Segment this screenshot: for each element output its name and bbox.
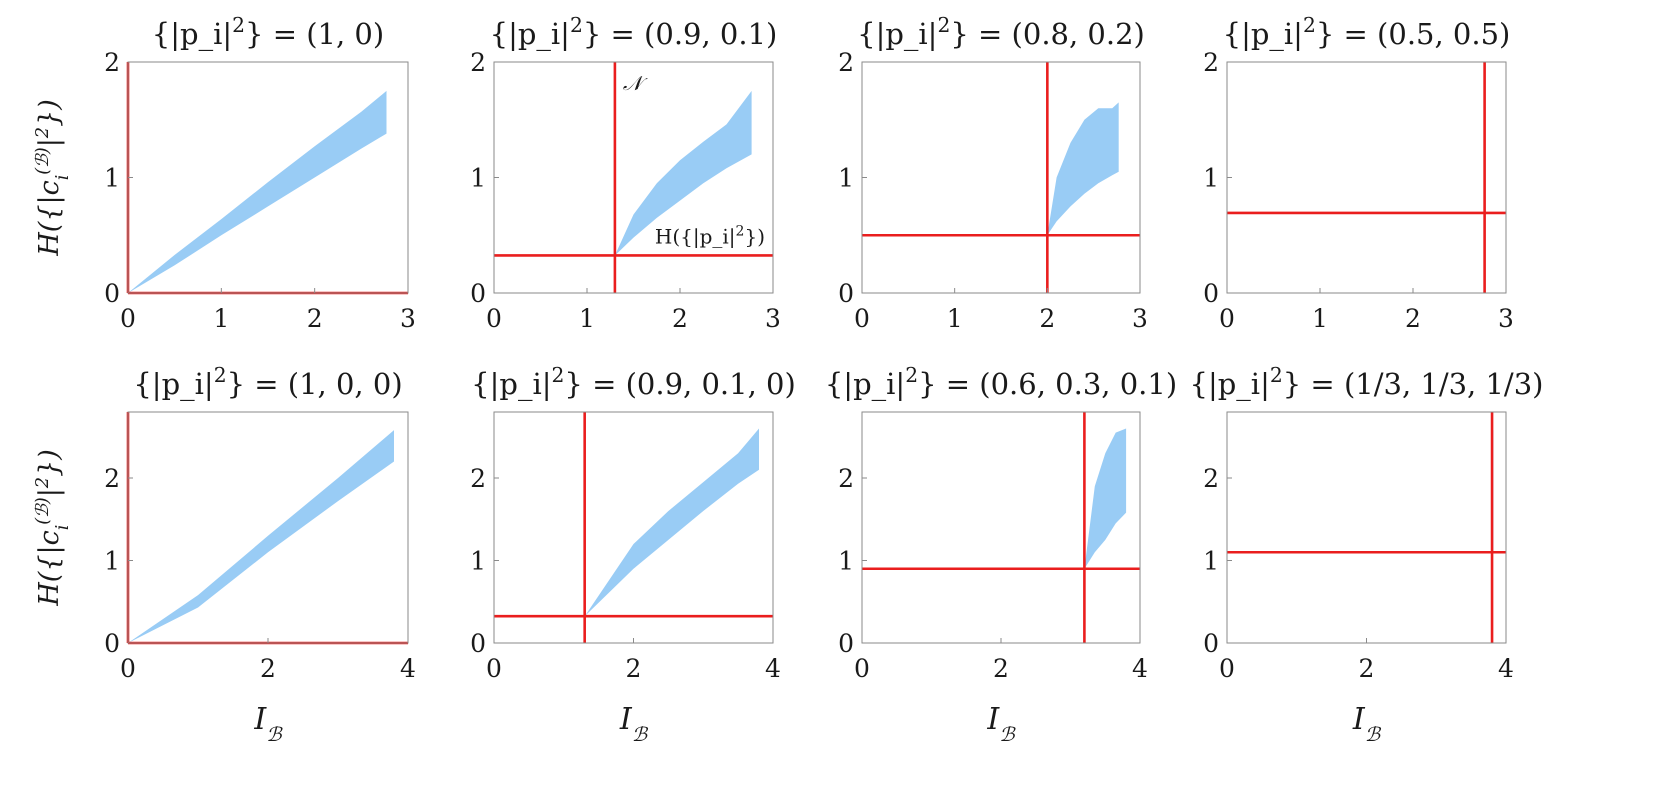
x-tick-label: 0 bbox=[486, 304, 502, 333]
y-tick-label: 1 bbox=[104, 164, 120, 193]
y-tick-label: 2 bbox=[104, 464, 120, 493]
annotation-H: H({|p_i|2}) bbox=[655, 223, 765, 249]
y-tick-label: 0 bbox=[470, 279, 486, 308]
subplot-8: 0 2 4 0 1 2 {|p_i|2} = (1/3, 1/3, 1/3) Iℬ bbox=[1190, 363, 1544, 746]
y-tick-label: 0 bbox=[104, 629, 120, 658]
x-tick-label: 2 bbox=[307, 304, 323, 333]
y-tick-label: 1 bbox=[838, 547, 854, 576]
y-tick-label: 0 bbox=[838, 629, 854, 658]
x-tick-label: 1 bbox=[1312, 304, 1328, 333]
y-axis-label: H({|ci(ℬ)|2}) bbox=[33, 99, 73, 257]
x-tick-label: 2 bbox=[672, 304, 688, 333]
data-band bbox=[584, 428, 759, 617]
plot-area bbox=[1227, 62, 1506, 293]
x-tick-label: 2 bbox=[1405, 304, 1421, 333]
x-tick-label: 2 bbox=[993, 654, 1009, 683]
subplot-title: {|p_i|2} = (1, 0) bbox=[152, 13, 384, 52]
y-tick-label: 0 bbox=[470, 629, 486, 658]
plot-area bbox=[494, 412, 773, 643]
subplot-7: 0 2 4 0 1 2 {|p_i|2} = (0.6, 0.3, 0.1) Iℬ bbox=[825, 363, 1177, 746]
y-tick-label: 0 bbox=[104, 279, 120, 308]
x-tick-label: 4 bbox=[765, 654, 781, 683]
x-tick-label: 3 bbox=[1498, 304, 1514, 333]
plot-area bbox=[494, 62, 773, 293]
data-band bbox=[1084, 428, 1127, 569]
y-tick-label: 1 bbox=[1203, 547, 1219, 576]
x-tick-label: 0 bbox=[486, 654, 502, 683]
x-tick-label: 0 bbox=[120, 304, 136, 333]
y-tick-label: 2 bbox=[470, 48, 486, 77]
x-tick-label: 0 bbox=[1219, 304, 1235, 333]
x-tick-label: 1 bbox=[947, 304, 963, 333]
x-axis-label: Iℬ bbox=[619, 702, 649, 746]
y-tick-label: 0 bbox=[838, 279, 854, 308]
y-tick-label: 0 bbox=[1203, 279, 1219, 308]
data-band bbox=[1047, 102, 1119, 236]
x-tick-label: 1 bbox=[579, 304, 595, 333]
y-tick-label: 2 bbox=[470, 464, 486, 493]
x-tick-label: 0 bbox=[854, 304, 870, 333]
x-tick-label: 3 bbox=[1132, 304, 1148, 333]
x-tick-label: 3 bbox=[400, 304, 416, 333]
x-axis-label: Iℬ bbox=[253, 702, 283, 746]
x-tick-label: 1 bbox=[213, 304, 229, 333]
x-tick-label: 2 bbox=[1039, 304, 1055, 333]
y-tick-label: 1 bbox=[104, 547, 120, 576]
x-tick-label: 2 bbox=[626, 654, 642, 683]
y-tick-label: 1 bbox=[470, 164, 486, 193]
plot-area bbox=[1227, 412, 1506, 643]
x-tick-label: 3 bbox=[765, 304, 781, 333]
x-tick-label: 4 bbox=[1498, 654, 1514, 683]
x-tick-label: 4 bbox=[1132, 654, 1148, 683]
x-tick-label: 2 bbox=[260, 654, 276, 683]
subplot-title: {|p_i|2} = (0.8, 0.2) bbox=[857, 13, 1145, 52]
x-axis-label: Iℬ bbox=[1352, 702, 1382, 746]
subplot-title: {|p_i|2} = (0.9, 0.1) bbox=[490, 13, 778, 52]
y-tick-label: 1 bbox=[1203, 164, 1219, 193]
x-tick-label: 0 bbox=[120, 654, 136, 683]
y-tick-label: 2 bbox=[838, 48, 854, 77]
x-tick-label: 2 bbox=[1359, 654, 1375, 683]
y-tick-label: 1 bbox=[838, 164, 854, 193]
subplot-title: {|p_i|2} = (0.6, 0.3, 0.1) bbox=[825, 363, 1177, 402]
subplot-title: {|p_i|2} = (0.9, 0.1, 0) bbox=[471, 363, 796, 402]
data-band bbox=[614, 90, 752, 256]
y-axis-label: H({|ci(ℬ)|2}) bbox=[33, 449, 73, 607]
y-tick-label: 2 bbox=[104, 48, 120, 77]
plot-area bbox=[128, 62, 408, 293]
y-tick-label: 2 bbox=[1203, 464, 1219, 493]
y-tick-label: 0 bbox=[1203, 629, 1219, 658]
x-axis-label: Iℬ bbox=[986, 702, 1016, 746]
y-tick-label: 2 bbox=[838, 464, 854, 493]
subplot-6: 0 2 4 0 1 2 {|p_i|2} = (0.9, 0.1, 0) Iℬ bbox=[470, 363, 796, 746]
data-band bbox=[128, 90, 387, 294]
subplot-title: {|p_i|2} = (1/3, 1/3, 1/3) bbox=[1190, 363, 1544, 402]
y-tick-label: 1 bbox=[470, 547, 486, 576]
y-tick-label: 2 bbox=[1203, 48, 1219, 77]
x-tick-label: 0 bbox=[854, 654, 870, 683]
subplot-title: {|p_i|2} = (1, 0, 0) bbox=[133, 363, 402, 402]
subplot-5: 0 2 4 0 1 2 {|p_i|2} = (1, 0, 0) Iℬ H({|ci(ℬ)|2}… bbox=[33, 363, 416, 746]
x-tick-label: 0 bbox=[1219, 654, 1235, 683]
subplot-title: {|p_i|2} = (0.5, 0.5) bbox=[1223, 13, 1511, 52]
plot-area bbox=[128, 412, 408, 643]
x-tick-label: 4 bbox=[400, 654, 416, 683]
subplot-1: 0 1 2 3 0 1 2 {|p_i|2} = (1, 0) H({|ci(ℬ)|2}) bbox=[33, 13, 416, 333]
